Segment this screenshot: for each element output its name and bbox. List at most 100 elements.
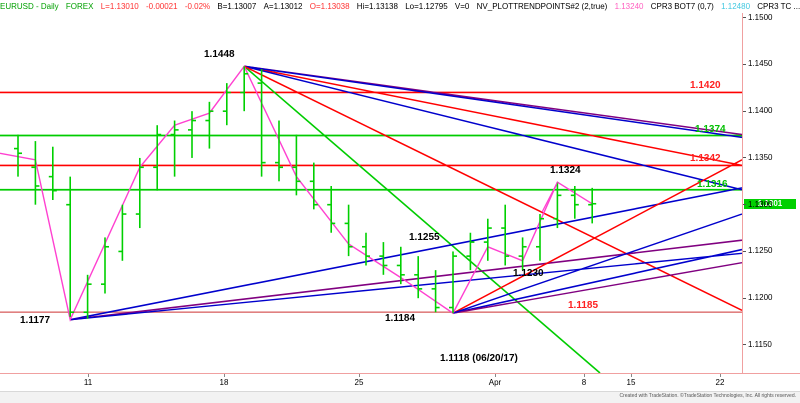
- date-tick: 22: [715, 378, 725, 387]
- date-tick-mark: [224, 374, 225, 377]
- ohlc-bar: [222, 83, 231, 126]
- ohlc-bar: [188, 111, 196, 158]
- date-axis[interactable]: 11 18 25 Apr 8 15 22: [0, 373, 800, 392]
- price-tick: 1.1400: [743, 106, 772, 115]
- exchange-label: FOREX: [65, 2, 94, 11]
- ohlc-bar: [66, 176, 75, 317]
- ask-label: A=1.13012: [263, 2, 303, 11]
- uptrend-blue-2: [70, 252, 742, 321]
- volume-label: V=0: [454, 2, 470, 11]
- ohlc-bar: [135, 157, 144, 229]
- ohlc-bar: [518, 237, 527, 271]
- change-percent-label: -0.02%: [184, 2, 211, 11]
- ohlc-bar: [275, 120, 283, 182]
- uptrend-blue-4: [452, 213, 742, 314]
- ohlc-bar: [292, 134, 301, 196]
- downtrend-blue-2: [244, 65, 742, 139]
- ohlc-bar: [431, 270, 440, 313]
- price-tick: 1.1200: [743, 293, 772, 302]
- ohlc-bar: [327, 185, 336, 233]
- downtrend-blue-1: [244, 65, 742, 191]
- ohlc-bar: [118, 204, 127, 261]
- level-label-1420: 1.1420: [690, 80, 721, 92]
- last-price-label: L=1.13010: [100, 2, 139, 11]
- swing-label-1184: 1.1184: [385, 313, 416, 324]
- ohlc-bar: [240, 66, 249, 112]
- level-label-1185: 1.1185: [568, 300, 599, 312]
- indicator-2-label: CPR3 BOT7 (0,7): [650, 2, 714, 11]
- uptrend-blue-3: [452, 248, 742, 314]
- ohlc-bar: [588, 187, 597, 224]
- swing-label-1230: 1.1230: [513, 268, 544, 279]
- ohlc-bar: [31, 141, 40, 205]
- downtrend-red-1: [244, 65, 742, 167]
- open-label: O=1.13038: [309, 2, 350, 11]
- ohlc-bar: [396, 246, 405, 285]
- indicator-2-value: 1.12480: [721, 2, 751, 11]
- price-tick: 1.1350: [743, 153, 772, 162]
- status-footer: Created with TradeStation. ©TradeStation…: [0, 391, 800, 403]
- ohlc-bar: [536, 214, 544, 261]
- last-price-badge: 1.1301: [744, 198, 796, 209]
- ohlc-bar: [483, 218, 492, 261]
- ohlc-bar: [414, 256, 423, 299]
- price-tick: 1.1500: [743, 13, 772, 22]
- leader-1324: [541, 181, 558, 213]
- uptrend-blue-1: [70, 187, 742, 321]
- uptrend-purple-2: [452, 261, 742, 314]
- ohlc-bar: [344, 204, 353, 257]
- downtrend-green-1: [243, 65, 601, 373]
- ohlc-bar: [570, 185, 579, 219]
- ohlc-bar: [362, 232, 370, 266]
- bid-label: B=1.13007: [217, 2, 257, 11]
- level-label-1342: 1.1342: [690, 153, 721, 165]
- attribution-text: Created with TradeStation. ©TradeStation…: [619, 393, 796, 399]
- change-label: -0.00021: [145, 2, 178, 11]
- swing-label-1118: 1.1118 (06/20/17): [440, 353, 518, 364]
- date-tick-mark: [88, 374, 89, 377]
- chart-plot-area[interactable]: 1.1448 1.1324 1.1255 1.1230 1.1184 1.117…: [0, 13, 742, 373]
- ohlc-bar: [309, 162, 318, 210]
- symbol-label: EURUSD - Daily: [0, 2, 59, 11]
- ohlc-bar: [170, 120, 179, 177]
- uptrend-red-1: [452, 159, 742, 314]
- chart-status-bar: EURUSD - Daily FOREX L=1.13010 -0.00021 …: [0, 0, 800, 13]
- level-label-1374: 1.1374: [695, 124, 726, 136]
- swing-label-1177: 1.1177: [20, 315, 51, 326]
- price-tick: 1.1450: [743, 59, 772, 68]
- ohlc-bar: [14, 134, 22, 177]
- ohlc-bar: [501, 204, 510, 266]
- price-tick: 1.1150: [743, 340, 772, 349]
- level-label-1316: 1.1316: [697, 178, 728, 190]
- ohlc-bar: [257, 69, 266, 177]
- ohlc-bar: [153, 125, 162, 191]
- date-tick-mark: [631, 374, 632, 377]
- date-tick: 25: [354, 378, 364, 387]
- date-tick-mark: [495, 374, 496, 377]
- ohlc-bar: [466, 232, 475, 271]
- date-tick-mark: [359, 374, 360, 377]
- ohlc-bar: [205, 101, 214, 149]
- date-tick: 8: [581, 378, 587, 387]
- date-tick: 11: [83, 378, 93, 387]
- swing-label-1448: 1.1448: [204, 49, 235, 60]
- ohlc-bar: [48, 146, 57, 201]
- date-tick-mark: [720, 374, 721, 377]
- date-tick: 15: [626, 378, 636, 387]
- ohlc-bar: [83, 274, 92, 319]
- price-tick: 1.1300: [743, 200, 772, 209]
- low-label: Lo=1.12795: [405, 2, 448, 11]
- indicator-1-label: NV_PLOTTRENDPOINTS#2 (2,true): [476, 2, 608, 11]
- ohlc-bar: [553, 182, 562, 229]
- date-tick: 18: [219, 378, 229, 387]
- high-label: Hi=1.13138: [356, 2, 398, 11]
- swing-label-1255: 1.1255: [409, 232, 440, 243]
- ohlc-bar: [101, 237, 109, 294]
- price-axis[interactable]: 1.1301 1.1500 1.1450 1.1400 1.1350 1.1300 1.1…: [742, 13, 800, 373]
- date-tick: Apr: [488, 378, 502, 387]
- swing-label-1324: 1.1324: [550, 165, 581, 176]
- price-tick: 1.1250: [743, 246, 772, 255]
- indicator-3-label: CPR3 TC ...: [757, 2, 800, 11]
- downtrend-red-2: [243, 65, 742, 312]
